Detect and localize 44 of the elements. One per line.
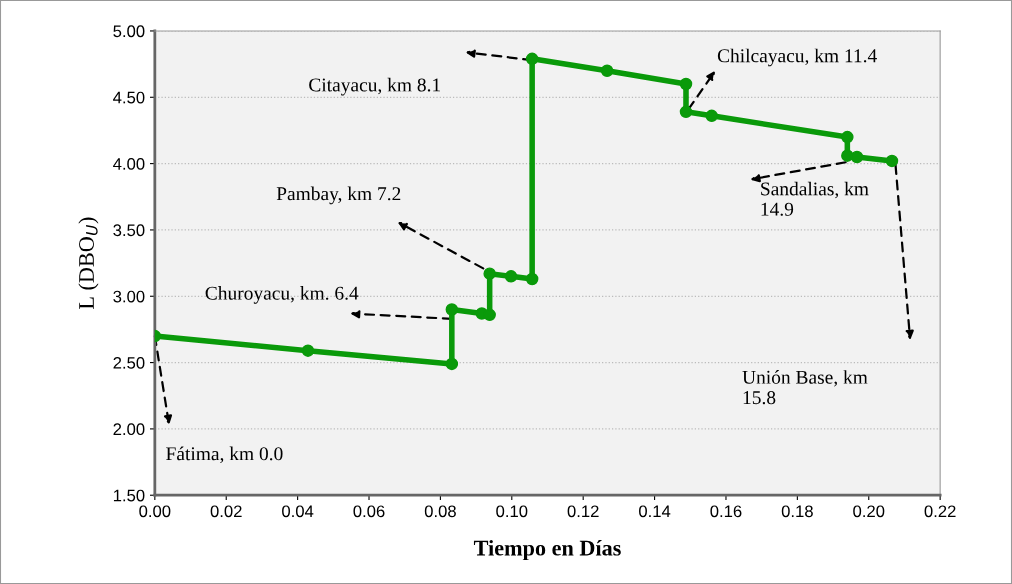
y-tick-label: 4.00 xyxy=(113,158,145,170)
point xyxy=(504,270,518,283)
x-tick-label: 0.10 xyxy=(496,505,528,518)
y-tick-label: 2.00 xyxy=(113,423,145,436)
point xyxy=(841,130,854,144)
point xyxy=(445,357,459,371)
annotation: Pambay, km 7.2 xyxy=(276,186,401,205)
y-axis-title: L (DBO$_{U}$) xyxy=(78,217,99,310)
x-axis-title: Tiempo en Días xyxy=(473,539,621,561)
y-tick-label: 1.50 xyxy=(113,489,145,502)
x-tick-label: 0.04 xyxy=(282,505,314,518)
y-tick-label: 4.50 xyxy=(113,91,145,104)
point xyxy=(301,344,315,357)
point xyxy=(525,52,539,66)
annotation: Citayacu, km 8.1 xyxy=(309,77,441,96)
x-tick-label: 0.12 xyxy=(567,505,599,518)
point xyxy=(850,150,864,164)
point xyxy=(445,303,459,316)
x-tick-label: 0.18 xyxy=(781,505,813,518)
point xyxy=(600,64,614,77)
annotation: Chilcayacu, km 11.4 xyxy=(717,48,877,67)
annotation: Unión Base, km 15.8 xyxy=(742,370,868,405)
point xyxy=(525,272,539,286)
x-tick-label: 0.06 xyxy=(353,505,385,518)
x-tick-label: 0.00 xyxy=(139,505,171,518)
annotation: Sandalias, km 14.9 xyxy=(761,181,869,216)
x-tick-label: 0.08 xyxy=(424,505,456,518)
x-tick-label: 0.22 xyxy=(924,505,956,518)
y-tick-label: 3.50 xyxy=(113,224,145,237)
annotation: Churoyacu, km. 6.4 xyxy=(205,286,359,304)
point xyxy=(483,267,496,280)
point xyxy=(705,109,718,123)
x-tick-label: 0.14 xyxy=(639,505,671,518)
x-tick-label: 0.02 xyxy=(210,505,242,518)
annotation: Fátima, km 0.0 xyxy=(166,446,283,464)
y-tick-label: 2.50 xyxy=(113,356,145,369)
point xyxy=(679,105,693,119)
x-tick-label: 0.20 xyxy=(853,505,885,518)
y-tick-label: 5.00 xyxy=(113,25,145,38)
x-tick-label: 0.16 xyxy=(710,505,742,518)
point xyxy=(679,77,693,91)
point xyxy=(483,308,496,322)
point xyxy=(885,154,899,168)
y-tick-label: 3.00 xyxy=(113,290,145,303)
